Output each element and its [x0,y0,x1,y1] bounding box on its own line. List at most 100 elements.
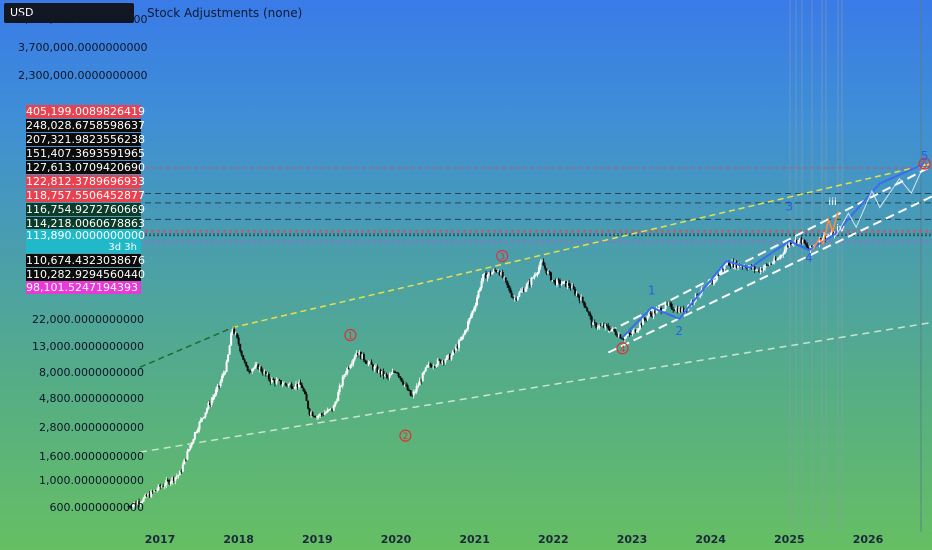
candle-body [675,308,678,311]
candle-body [307,400,310,409]
candle-body [139,502,142,504]
candle-body [596,327,599,329]
candle-body [515,297,518,300]
candle-body [387,375,390,378]
candle-body [326,409,329,413]
candle-body [463,330,466,335]
candle-body [483,273,486,275]
candle-body [658,307,661,309]
candle-body [755,269,758,271]
candle-body [370,361,373,365]
candle-body [643,318,646,320]
candle-body [574,288,577,295]
candle-body [646,315,649,320]
candle-body [310,412,313,415]
candle-body [192,439,195,443]
y-tick-label: 2,800.0000000000 [39,420,144,434]
candle-body [645,319,648,321]
candle-body [281,384,284,386]
wave-label: 1 [348,332,354,342]
candle-body [471,310,474,316]
candle-body [245,362,248,367]
candle-body [465,329,468,331]
candle-body [352,359,355,364]
wave-label: 2 [403,432,409,442]
candle-body [566,283,569,287]
candle-body [524,288,527,292]
candle-body [243,359,246,363]
channel-lower-line [607,195,932,354]
candle-body [380,371,383,375]
candle-body [709,282,712,284]
candle-body [485,273,488,279]
candle-body [513,297,516,299]
price-level-label: 110,674.4323038676 [26,254,145,267]
bar-countdown-label: 3d 3h [26,242,141,253]
candle-body [356,352,359,356]
candle-body [560,283,563,285]
candle-body [454,346,457,351]
candle-body [617,334,620,337]
candle-body [794,239,797,244]
candle-body [162,486,165,488]
candle-body [254,365,257,368]
candle-body [273,380,276,384]
candle-body [774,258,777,261]
candle-body [749,265,752,267]
candle-body [432,366,435,368]
candle-body [527,281,530,285]
candle-body [648,313,651,316]
candle-body [397,373,400,377]
candle-body [246,366,249,372]
candle-body [399,376,402,378]
candle-body [193,432,196,440]
candle-body [165,479,168,486]
candle-body [166,479,169,481]
candle-body [393,371,396,373]
candle-body [240,351,243,356]
candle-body [548,271,551,273]
candle-body [534,274,537,276]
wave-label: 5 [922,160,928,170]
candle-body [186,451,189,460]
candle-body [433,366,436,368]
candle-body [826,236,829,240]
wave-label: 3 [786,199,794,213]
candle-body [717,274,720,276]
candle-body [761,268,764,271]
candle-body [171,477,174,482]
candle-body [509,287,512,293]
candle-body [664,303,667,310]
y-tick-label: 22,000.0000000000 [32,313,144,326]
candle-body [456,346,459,349]
candle-body [480,280,483,289]
candle-body [459,339,462,341]
candle-body [180,471,183,473]
candle-body [168,480,171,484]
candle-body [388,375,391,378]
candle-body [466,321,469,330]
candle-body [230,333,233,346]
candle-body [368,361,371,363]
y-tick-label: 3,700,000.0000000000 [18,41,148,54]
candle-body [629,333,632,335]
candle-body [150,491,153,498]
candle-body [557,279,560,281]
candle-body [473,308,476,311]
currency-selector[interactable]: USD [4,3,134,23]
candle-body [319,413,322,416]
candle-body [525,284,528,289]
y-tick-label: 600.0000000000 [49,501,144,514]
candle-body [430,365,433,368]
x-tick-label: 2018 [223,533,254,546]
candle-body [711,282,714,285]
candle-body [215,389,218,395]
candle-body [258,366,261,370]
candle-body [199,418,202,422]
candle-body [611,328,614,330]
candle-body [409,390,412,396]
candle-body [667,303,670,305]
candle-body [676,308,679,313]
candle-body [809,245,812,251]
